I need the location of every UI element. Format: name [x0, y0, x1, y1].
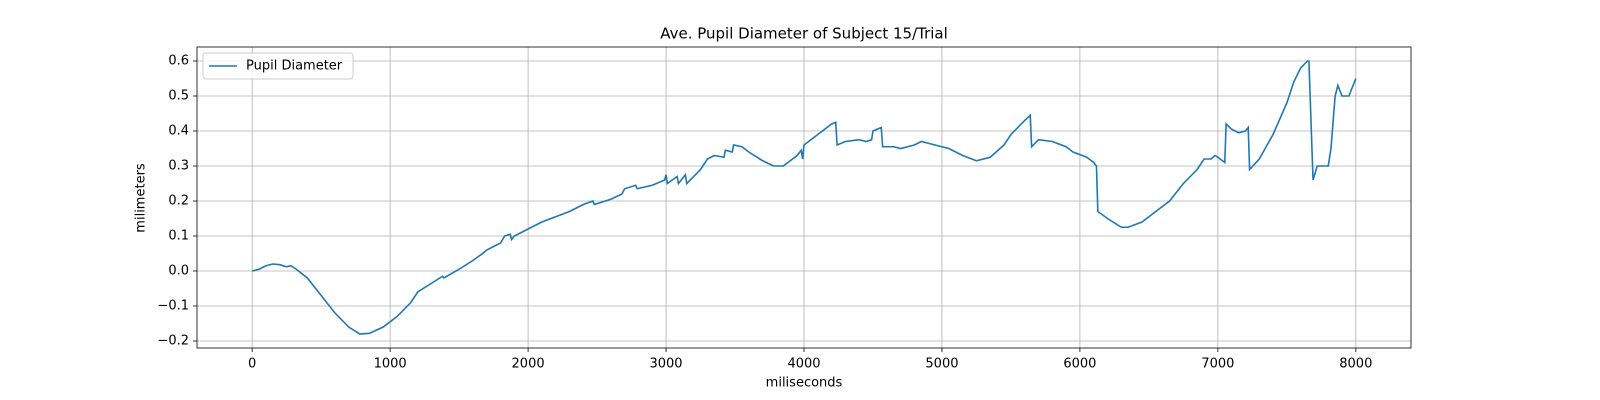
x-tick-label: 5000	[925, 357, 958, 372]
x-tick-label: 2000	[512, 357, 545, 372]
y-tick-label: 0.5	[168, 89, 189, 104]
legend-label: Pupil Diameter	[246, 59, 343, 74]
x-axis-label: miliseconds	[766, 376, 843, 391]
x-tick-label: 6000	[1063, 357, 1096, 372]
x-tick-label: 7000	[1201, 357, 1234, 372]
y-tick-label: 0.0	[168, 264, 189, 279]
x-tick-label: 4000	[787, 357, 820, 372]
y-tick-label: 0.6	[168, 54, 189, 69]
plot-frame	[196, 46, 1412, 349]
y-tick-label: 0.2	[168, 194, 189, 209]
y-tick-label: 0.4	[168, 124, 189, 139]
legend-box	[202, 52, 354, 80]
x-tick-label: 1000	[374, 357, 407, 372]
data-line	[251, 60, 1357, 335]
y-tick-label: −0.2	[157, 334, 189, 349]
chart-title: Ave. Pupil Diameter of Subject 15/Trial	[660, 25, 948, 43]
y-tick-label: 0.1	[168, 229, 189, 244]
y-tick-label: 0.3	[168, 159, 189, 174]
y-tick-label: −0.1	[157, 299, 189, 314]
x-tick-label: 8000	[1339, 357, 1372, 372]
x-tick-label: 0	[248, 357, 256, 372]
x-tick-label: 3000	[649, 357, 682, 372]
y-axis-label: milimeters	[134, 163, 149, 233]
